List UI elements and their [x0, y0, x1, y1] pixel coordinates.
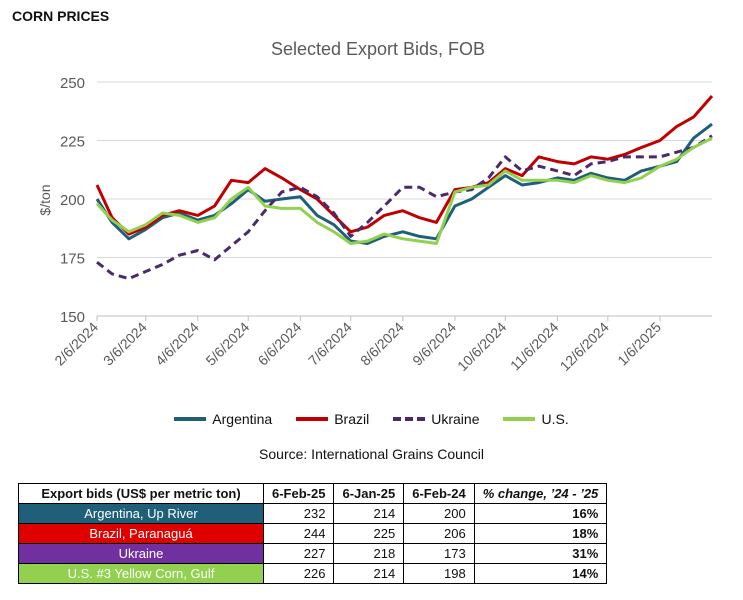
x-tick-label: 5/6/2024 [202, 319, 252, 369]
x-tick-label: 3/6/2024 [100, 319, 150, 369]
table-row: Argentina, Up River 232 214 200 16% [18, 503, 608, 524]
y-tick-label: 150 [60, 309, 85, 326]
x-tick-label: 8/6/2024 [357, 319, 407, 369]
line-chart: Selected Export Bids, FOB $/ton 150 175 20… [37, 39, 714, 374]
table-row: Ukraine 227 218 173 31% [18, 543, 608, 564]
pct-change-cell: 14% [473, 563, 608, 584]
value-cell: 244 [262, 523, 335, 544]
chart-title: Selected Export Bids, FOB [271, 39, 485, 59]
legend-label: U.S. [541, 411, 569, 427]
legend-item: U.S. [503, 411, 569, 427]
legend: Argentina Brazil Ukraine U.S. [0, 408, 743, 427]
x-tick-label: 6/6/2024 [255, 319, 305, 369]
legend-swatch [296, 417, 329, 421]
legend-label: Argentina [212, 411, 273, 427]
value-cell: 173 [403, 543, 475, 564]
y-tick-label: 200 [60, 192, 85, 209]
legend-swatch [393, 417, 426, 421]
table-row: Brazil, Paranaguá 244 225 206 18% [18, 523, 608, 544]
value-cell: 214 [333, 563, 405, 584]
series-line-ukraine [96, 134, 713, 281]
x-tick-label: 7/6/2024 [305, 319, 355, 369]
pct-change-cell: 31% [473, 543, 608, 564]
series-lines [95, 95, 714, 281]
y-axis-label: $/ton [37, 184, 53, 215]
x-tick-label: 12/6/2024 [557, 319, 613, 375]
x-tick-label: 10/6/2024 [454, 319, 510, 375]
legend-swatch [503, 417, 536, 421]
x-tick-label: 9/6/2024 [409, 319, 459, 369]
y-tick-label: 175 [60, 251, 85, 268]
row-label: Argentina, Up River [18, 503, 264, 524]
row-label: Ukraine [18, 543, 264, 564]
pct-change-cell: 16% [473, 503, 608, 524]
pct-change-cell: 18% [473, 523, 608, 544]
legend-label: Brazil [334, 411, 370, 427]
series-line-u-s [95, 136, 713, 245]
x-tick-label: 1/6/2025 [614, 319, 664, 369]
value-cell: 225 [333, 523, 405, 544]
value-cell: 206 [403, 523, 475, 544]
value-cell: 226 [262, 563, 335, 584]
grid-lines [97, 81, 712, 317]
table-row: U.S. #3 Yellow Corn, Gulf 226 214 198 14% [18, 563, 608, 584]
value-cell: 198 [403, 563, 475, 584]
column-header: 6-Jan-25 [333, 483, 405, 504]
y-tick-labels: 150 175 200 225 250 [60, 75, 85, 326]
value-cell: 227 [262, 543, 335, 564]
row-label: U.S. #3 Yellow Corn, Gulf [18, 563, 264, 584]
export-bids-table: Export bids (US$ per metric ton) 6-Feb-2… [18, 483, 608, 584]
legend-item: Ukraine [393, 411, 479, 427]
legend-swatch [174, 417, 207, 421]
column-header: Export bids (US$ per metric ton) [18, 483, 264, 504]
value-cell: 218 [333, 543, 405, 564]
column-header: 6-Feb-24 [403, 483, 475, 504]
series-line-argentina [95, 122, 713, 245]
column-header: % change, ’24 - ’25 [473, 483, 608, 504]
value-cell: 200 [403, 503, 475, 524]
legend-item: Argentina [174, 411, 272, 427]
source-note: Source: International Grains Council [259, 446, 484, 462]
table-header-row: Export bids (US$ per metric ton) 6-Feb-2… [18, 483, 608, 504]
column-header: 6-Feb-25 [262, 483, 335, 504]
row-label: Brazil, Paranaguá [18, 523, 264, 544]
x-tick-label: 4/6/2024 [152, 319, 202, 369]
legend-label: Ukraine [431, 411, 480, 427]
series-line-brazil [95, 95, 714, 236]
y-tick-label: 225 [60, 134, 85, 151]
value-cell: 214 [333, 503, 405, 524]
section-title: CORN PRICES [12, 8, 110, 24]
value-cell: 232 [262, 503, 335, 524]
legend-item: Brazil [296, 411, 369, 427]
y-tick-label: 250 [60, 75, 85, 92]
x-tick-label: 11/6/2024 [507, 319, 562, 374]
x-tick-label: 2/6/2024 [51, 319, 101, 369]
